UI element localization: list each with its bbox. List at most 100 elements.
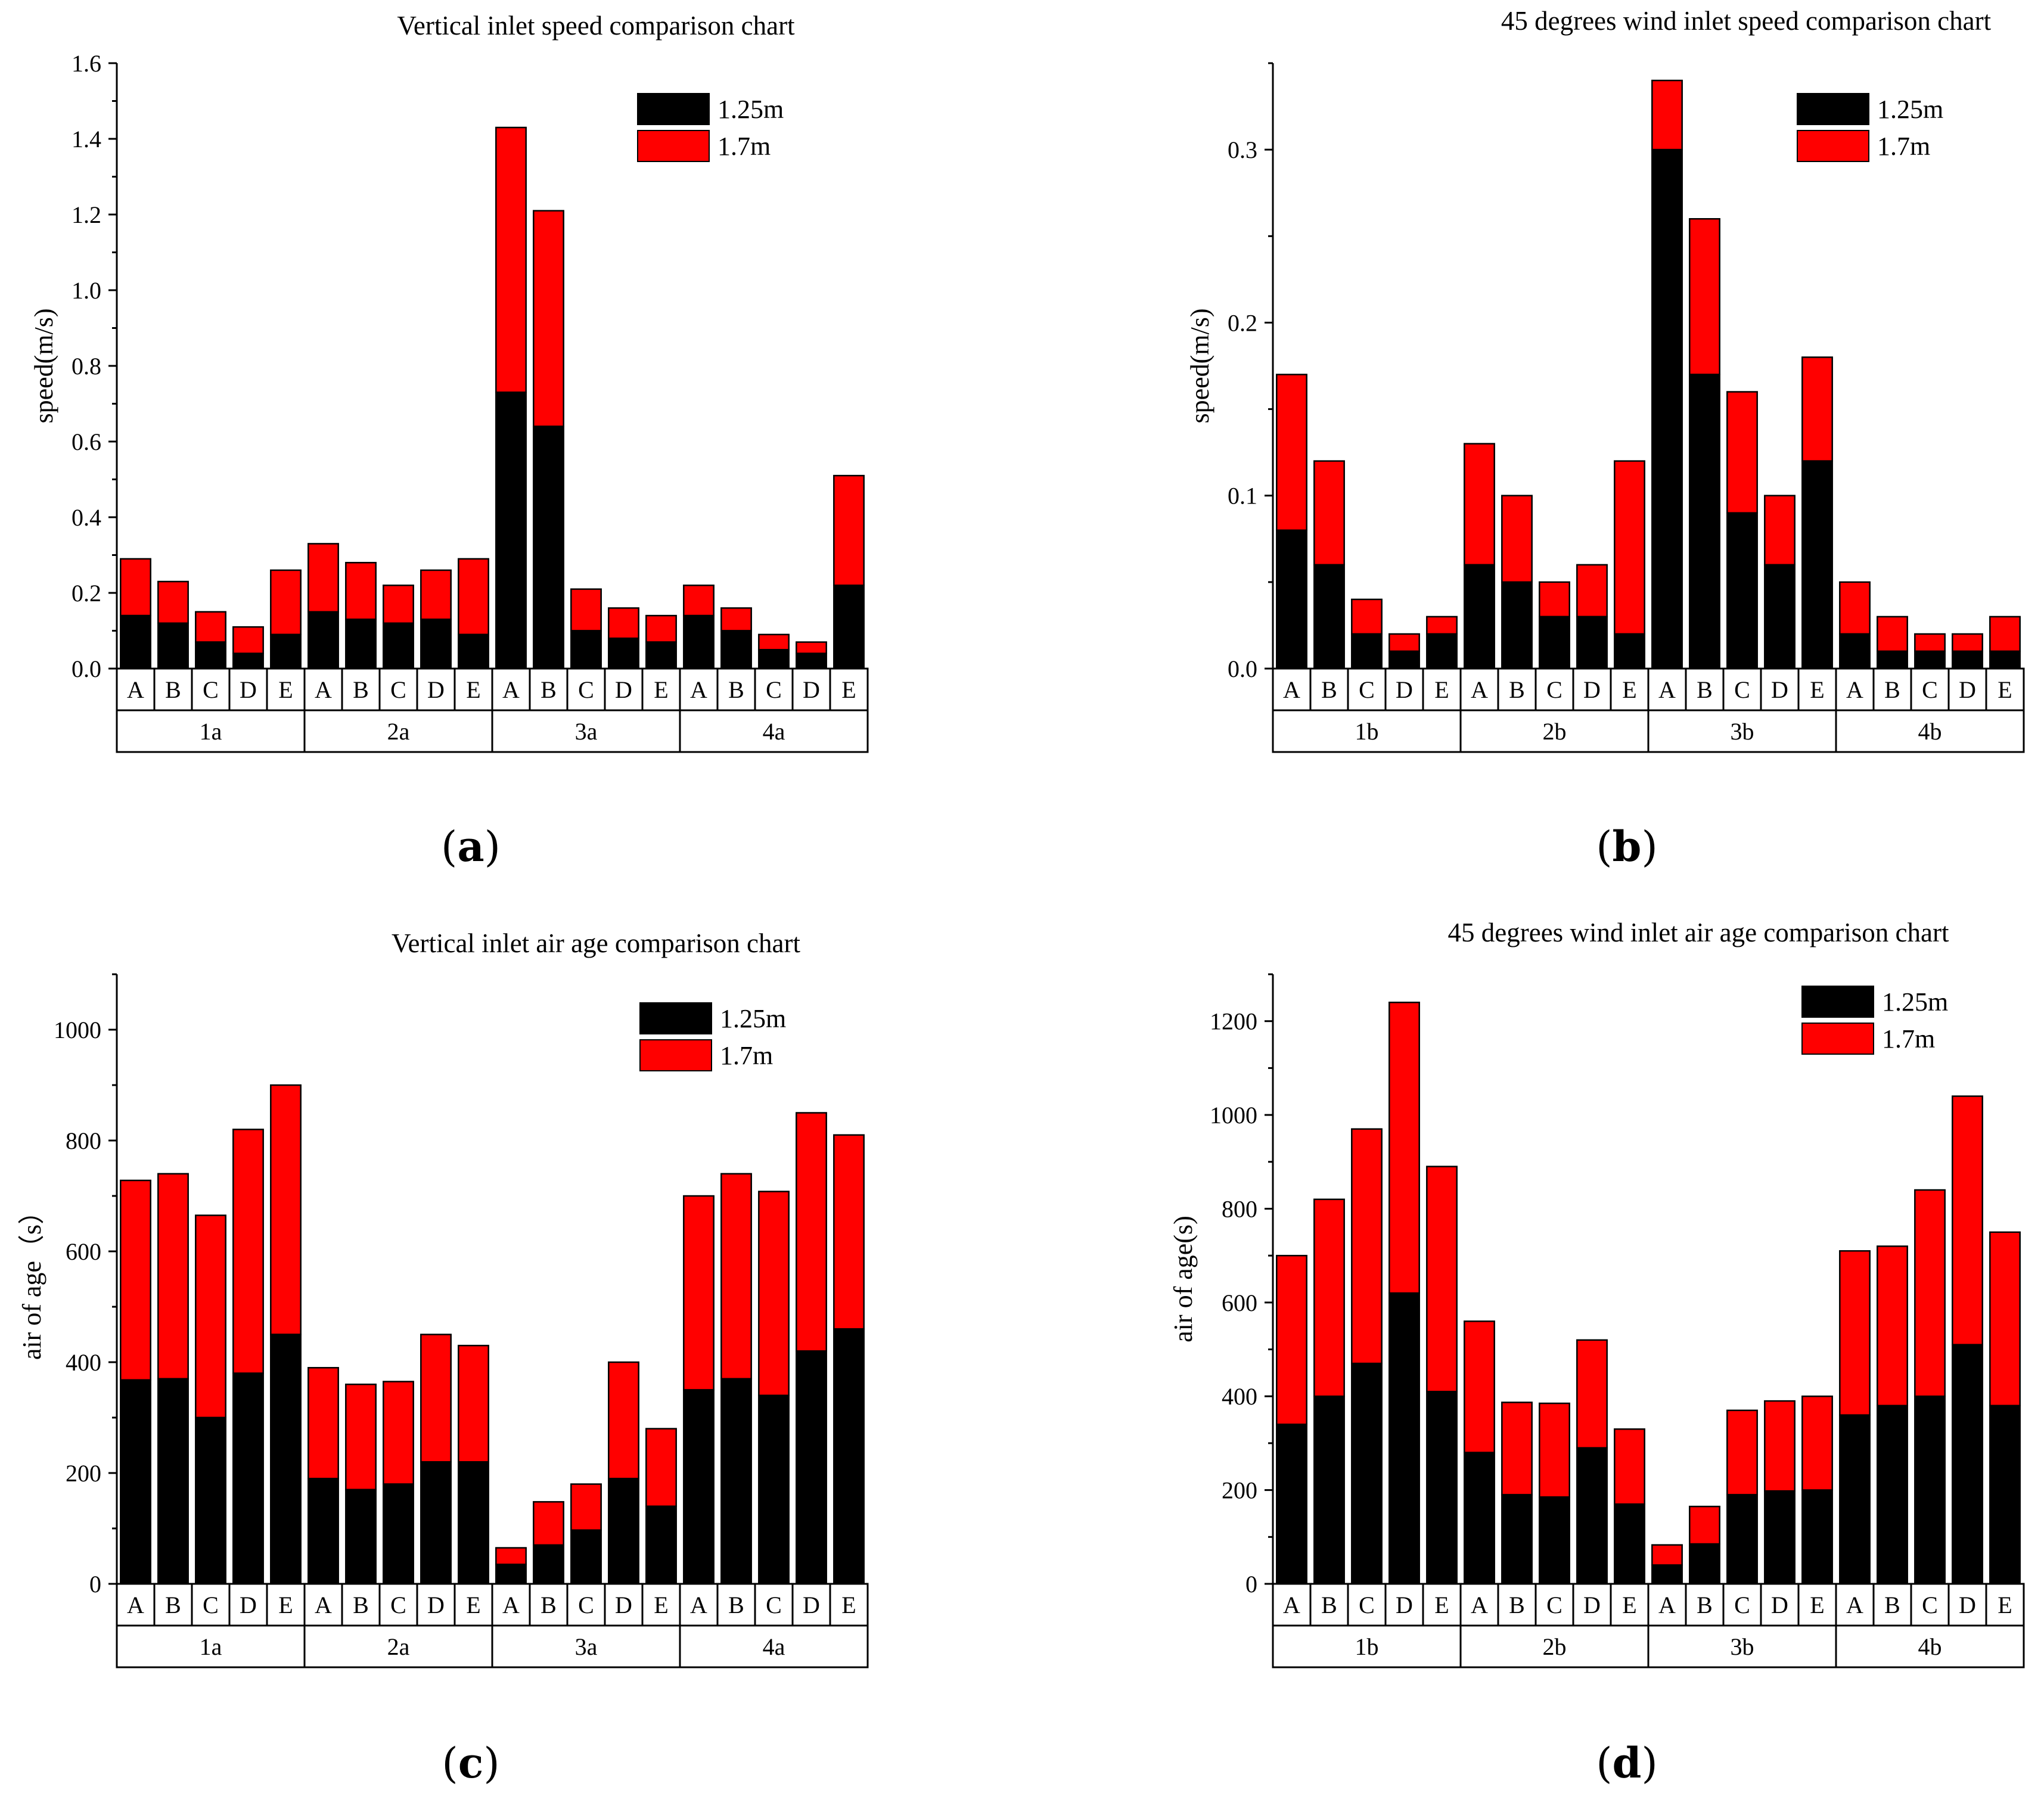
x-tick-label: E	[1622, 676, 1636, 703]
x-tick-label: B	[1884, 1592, 1900, 1618]
legend-swatch-1	[1797, 93, 1869, 125]
bar-a-1-series-2	[120, 558, 151, 617]
group-label: 3b	[1731, 718, 1754, 745]
legend-label-2: 1.7m	[720, 1041, 773, 1070]
bar-c-17-series-1	[720, 1378, 752, 1585]
bar-c-20-series-1	[833, 1328, 865, 1585]
bar-c-2-series-2	[157, 1173, 189, 1380]
bar-b-14-series-2	[1764, 495, 1796, 566]
bar-b-2-series-1	[1313, 564, 1345, 670]
bar-d-15-series-1	[1801, 1489, 1833, 1585]
group-label: 3a	[575, 718, 598, 745]
legend-swatch-2	[1797, 130, 1869, 162]
x-tick-label: A	[1283, 1592, 1300, 1618]
y-axis-label: speed(m/s)	[29, 308, 58, 423]
bar-b-5-series-2	[1426, 616, 1458, 635]
bar-c-14-series-2	[608, 1361, 639, 1480]
chart-title: 45 degrees wind inlet speed comparison c…	[1501, 6, 1992, 36]
group-label: 1b	[1355, 1633, 1379, 1660]
x-tick-label: E	[1810, 676, 1824, 703]
bar-d-18-series-1	[1914, 1395, 1946, 1585]
group-label: 2a	[387, 1633, 410, 1660]
y-axis-label: air of age（s）	[17, 1198, 46, 1360]
x-tick-label: B	[1697, 1592, 1713, 1618]
legend-swatch-2	[639, 1039, 712, 1071]
bar-c-1-series-1	[120, 1379, 151, 1585]
bar-d-14-series-1	[1764, 1490, 1796, 1585]
x-tick-label: A	[502, 676, 520, 703]
x-tick-label: E	[841, 1592, 856, 1618]
group-label: 4b	[1918, 1633, 1942, 1660]
bar-b-6-series-2	[1464, 443, 1495, 566]
chart-panel-a: Vertical inlet speed comparison chart 0.0…	[29, 11, 869, 871]
legend-label-2: 1.7m	[1882, 1024, 1935, 1054]
x-tick-label: C	[1359, 1592, 1375, 1618]
legend: 1.25m 1.7m	[637, 93, 784, 162]
y-tick-label: 0.1	[1228, 483, 1257, 509]
x-tick-label: D	[1583, 676, 1601, 703]
x-tick-label: B	[540, 1592, 557, 1618]
bar-a-14-series-1	[608, 637, 639, 670]
bar-d-10-series-1	[1614, 1503, 1645, 1585]
bar-a-5-series-1	[270, 633, 302, 670]
bar-d-14-series-2	[1764, 1400, 1796, 1492]
x-tick-label: B	[728, 676, 744, 703]
x-tick-label: D	[1959, 1592, 1976, 1618]
bar-c-16-series-1	[683, 1389, 715, 1585]
bar-a-20-series-2	[833, 474, 865, 586]
bar-a-16-series-1	[683, 614, 715, 670]
bar-b-10-series-2	[1614, 460, 1645, 635]
x-tick-label: A	[690, 676, 707, 703]
bar-c-8-series-1	[383, 1483, 414, 1585]
x-tick-label: E	[278, 676, 293, 703]
bar-a-19-series-1	[796, 652, 827, 670]
x-tick-label: A	[1846, 676, 1863, 703]
y-tick-label: 600	[1222, 1289, 1257, 1316]
bar-d-18-series-2	[1914, 1189, 1946, 1397]
bar-a-3-series-1	[195, 641, 226, 670]
bar-c-9-series-2	[420, 1334, 452, 1463]
x-tick-label: E	[466, 1592, 480, 1618]
bar-d-3-series-1	[1351, 1362, 1383, 1585]
bar-c-7-series-2	[345, 1383, 377, 1491]
bar-d-8-series-2	[1539, 1402, 1570, 1498]
chart-panel-b: 45 degrees wind inlet speed comparison c…	[1185, 6, 2025, 871]
x-tick-label: B	[353, 676, 369, 703]
bar-b-7-series-2	[1501, 495, 1533, 583]
x-tick-label: B	[1509, 676, 1525, 703]
bar-c-9-series-1	[420, 1461, 452, 1585]
bar-b-15-series-2	[1801, 356, 1833, 462]
legend-swatch-2	[1801, 1023, 1874, 1055]
bar-b-15-series-1	[1801, 460, 1833, 670]
bar-c-11-series-2	[495, 1547, 527, 1565]
bar-b-11-series-2	[1651, 79, 1683, 151]
x-tick-label: B	[1697, 676, 1713, 703]
panel-label: (c)	[442, 1738, 499, 1788]
bar-c-5-series-2	[270, 1084, 302, 1335]
chart-panel-d: 45 degrees wind inlet air age comparison…	[1169, 918, 2025, 1788]
bar-a-18-series-1	[758, 649, 790, 670]
bar-a-1-series-1	[120, 614, 151, 670]
legend-label-1: 1.25m	[1877, 95, 1943, 124]
x-tick-label: C	[1546, 1592, 1562, 1618]
bar-b-8-series-2	[1539, 581, 1570, 618]
bar-c-2-series-1	[157, 1378, 189, 1585]
y-tick-label: 200	[66, 1460, 101, 1487]
bar-b-17-series-2	[1877, 616, 1908, 652]
group-label: 3b	[1731, 1633, 1754, 1660]
legend-label-2: 1.7m	[717, 132, 771, 161]
bar-c-13-series-2	[570, 1483, 602, 1531]
bar-b-20-series-2	[1989, 616, 2021, 652]
bar-c-15-series-2	[645, 1428, 677, 1508]
bar-d-13-series-2	[1726, 1409, 1758, 1496]
y-tick-label: 0.3	[1228, 136, 1257, 163]
bar-d-20-series-1	[1989, 1404, 2021, 1585]
chart-title: 45 degrees wind inlet air age comparison…	[1448, 918, 1949, 947]
y-tick-label: 0.4	[72, 504, 101, 531]
y-tick-label: 1000	[54, 1017, 101, 1043]
y-tick-label: 1.6	[72, 50, 101, 77]
legend-label-1: 1.25m	[717, 95, 784, 124]
bar-c-3-series-2	[195, 1214, 226, 1419]
bar-a-15-series-1	[645, 641, 677, 670]
y-axis-label: air of age(s)	[1169, 1216, 1198, 1343]
